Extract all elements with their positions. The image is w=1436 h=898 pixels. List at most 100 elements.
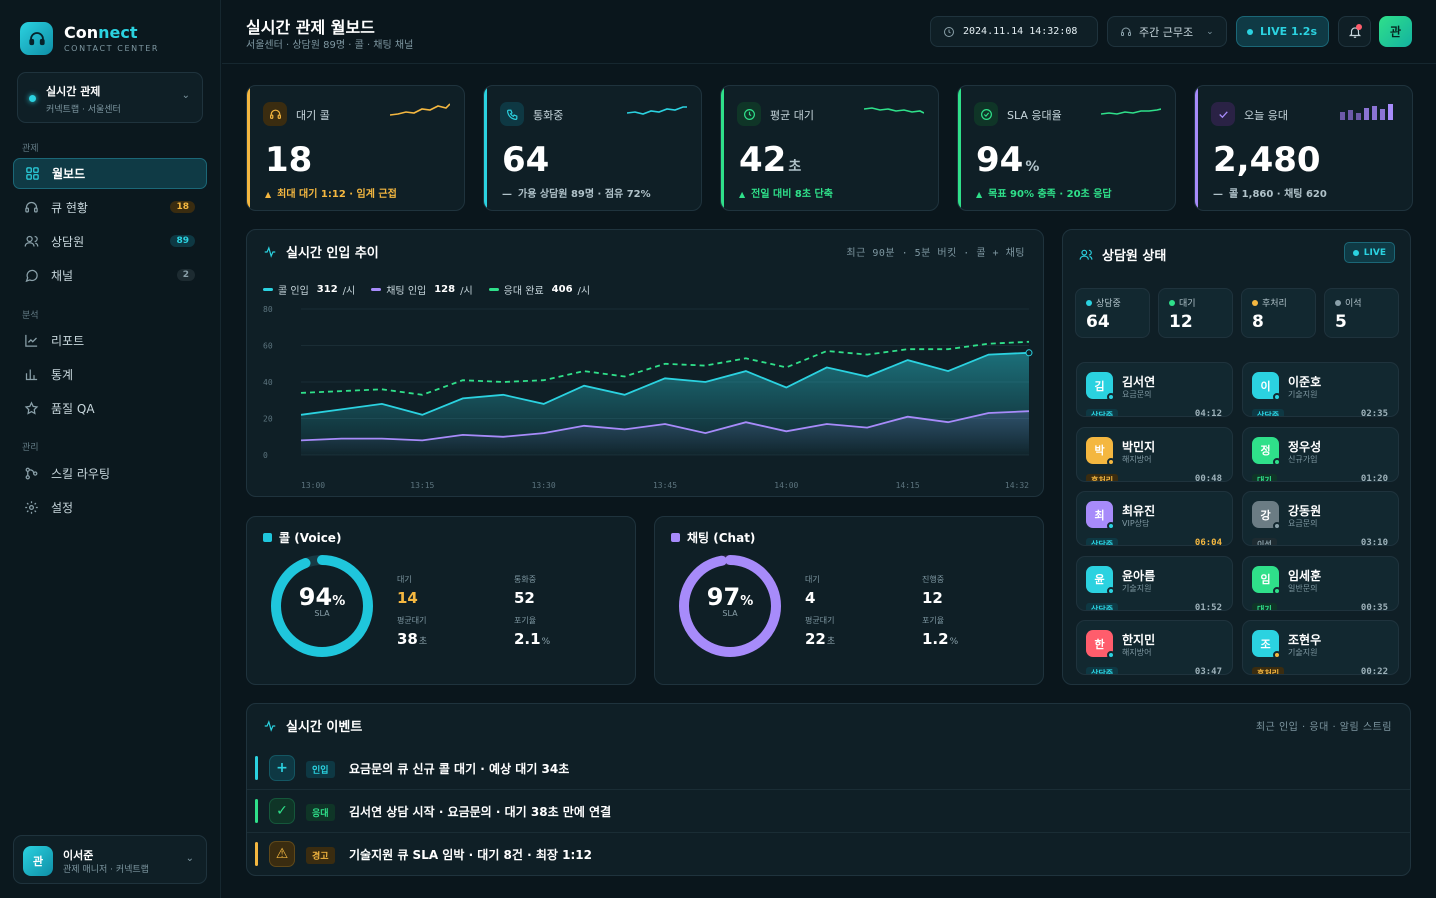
agent-count-card[interactable]: 이석 5 [1324,288,1399,338]
agent-card[interactable]: 강 강동원 요금문의 이석 03:10 [1242,491,1399,546]
warning-icon: ⚠ [269,841,295,867]
agent-card[interactable]: 한 한지민 해지방어 상담중 03:47 [1076,620,1233,675]
x-tick-label: 13:00 [301,481,325,490]
agent-name: 김서연 [1122,375,1156,389]
user-menu[interactable]: 관 이서준 관제 매니저 · 커넥트랩 ⌄ [13,835,207,884]
series-line-0 [300,351,1030,416]
count-value: 5 [1335,312,1347,332]
kpi-value: 2,480 [1213,140,1321,180]
agent-card[interactable]: 조 조현우 기술지원 후처리 00:22 [1242,620,1399,675]
nav-item-label: 채널 [51,269,74,283]
nav-item-reports[interactable]: 리포트 [13,325,207,356]
voice-sla-ring [271,555,373,657]
series-line-1 [300,410,1030,442]
legend-item[interactable]: 응대 완료 406/시 [488,282,590,297]
event-message: 김서연 상담 시작 · 요금문의 · 대기 38초 만에 연결 [349,805,612,819]
agent-count-card[interactable]: 상담중 64 [1075,288,1150,338]
agent-card[interactable]: 이 이준호 기술지원 상담중 02:35 [1242,362,1399,417]
agent-card[interactable]: 박 박민지 해지방어 후처리 00:48 [1076,426,1233,482]
gear-icon [25,501,38,514]
kpi-sla-rate[interactable]: SLA 응대율 94% ▲ 목표 90% 충족 · 20초 응답 [957,85,1176,211]
status-badge: 대기 [1252,602,1277,610]
status-badge: 이석 [1252,538,1277,545]
voice-stat-abandon: 포기율 2.1% [514,616,551,648]
notifications-button[interactable] [1338,16,1371,47]
kpi-in-call[interactable]: 통화중 64 — 가용 상담원 89명 · 점유 72% [483,85,702,211]
status-badge: 상담중 [1086,667,1119,674]
kpi-value: 42 초 [739,140,802,180]
divider [247,832,1410,833]
status-badge: 상담중 [1086,602,1119,610]
agent-team: 해지방어 [1122,454,1152,464]
agent-card[interactable]: 정 정우성 신규가입 대기 01:20 [1242,426,1399,482]
x-tick-label: 13:30 [532,481,556,490]
count-label: 이석 [1335,296,1398,309]
sparkline [1101,108,1161,115]
nav-item-qa[interactable]: 품질 QA [13,393,207,424]
line-chart-icon [25,334,38,347]
kpi-accent [1195,86,1198,210]
queue-icon [25,201,38,213]
sla-arc [271,555,373,657]
workspace-subtitle: 커넥트랩 · 서울센터 [46,105,121,115]
live-refresh-toggle[interactable]: LIVE 1.2s [1236,16,1329,47]
agent-card[interactable]: 최 최유진 VIP상담 상담중 06:04 [1076,491,1233,546]
sparkline [390,103,450,116]
users-icon [24,235,39,247]
sparkline [627,106,687,115]
event-message: 기술지원 큐 SLA 임박 · 대기 8건 · 최장 1:12 [349,848,592,862]
legend-item[interactable]: 콜 인입 312/시 [263,282,355,297]
y-tick-label: 40 [263,378,273,387]
agent-count-card[interactable]: 대기 12 [1158,288,1233,338]
mini-bars [1340,104,1393,120]
nav-item-label: 상담원 [51,235,85,249]
kpi-today-handled[interactable]: 오늘 응대 2,480 — 콜 1,860 · 채팅 620 [1194,85,1413,211]
profile-button[interactable]: 관 [1379,16,1412,47]
nav-item-statistics[interactable]: 통계 [13,359,207,390]
presence-dot-icon [1273,586,1281,595]
status-timer: 04:12 [1194,409,1222,417]
datetime-display: 2024.11.14 14:32:08 [930,16,1098,47]
legend-item[interactable]: 채팅 인입 128/시 [371,282,473,297]
event-row[interactable]: ✓ 응대 김서연 상담 시작 · 요금문의 · 대기 38초 만에 연결 SLA… [255,791,1410,831]
nav-item-settings[interactable]: 설정 [13,492,207,523]
event-accent [255,756,258,780]
event-row[interactable]: ⚠ 경고 기술지원 큐 SLA 임박 · 대기 8건 · 최장 1:12 라우팅… [255,834,1410,874]
agent-count-card[interactable]: 후처리 8 [1241,288,1316,338]
agent-card[interactable]: 김 김서연 요금문의 상담중 04:12 [1076,362,1233,417]
avatar: 정 [1252,436,1279,464]
current-datetime: 2024.11.14 14:32:08 [963,26,1078,37]
sparkline [864,107,924,114]
panel-note: 최근 90분 · 5분 버킷 · 콜 + 채팅 [846,248,1025,259]
agent-card[interactable]: 임 임세훈 일반문의 대기 00:35 [1242,555,1399,611]
nav-section-label: 분석 [22,311,39,321]
clock-icon [944,26,954,37]
nav-item-wallboard[interactable]: 월보드 [13,158,207,189]
brand[interactable]: Connect CONTACT CENTER [20,22,159,55]
nav-item-queue[interactable]: 큐 현황 18 [13,192,207,223]
agent-card[interactable]: 윤 윤아름 기술지원 상담중 01:52 [1076,555,1233,611]
event-row[interactable]: + 인입 요금문의 큐 신규 콜 대기 · 예상 대기 34초 063-****… [255,748,1410,788]
kpi-value: 18 [265,140,313,180]
kpi-avg-wait[interactable]: 평균 대기 42 초 ▲ 전일 대비 8초 단축 [720,85,939,211]
status-badge: 대기 [1252,473,1277,481]
kpi-label: 평균 대기 [770,109,814,122]
check-icon: ✓ [269,798,295,824]
user-role: 관제 매니저 · 커넥트랩 [63,865,149,875]
star-icon [24,401,39,415]
nav-item-agents[interactable]: 상담원 89 [13,226,207,257]
shift-select[interactable]: 주간 근무조 ⌄ [1107,16,1227,47]
live-dot-icon [1352,249,1359,256]
agent-name: 한지민 [1122,633,1156,647]
nav-item-skill-routing[interactable]: 스킬 라우팅 [13,458,207,489]
agent-team: 해지방어 [1122,648,1152,657]
status-dot-icon [1252,299,1258,306]
status-timer: 01:52 [1194,602,1222,611]
workspace-switcher[interactable]: 실시간 관제 커넥트랩 · 서울센터 ⌄ [17,72,203,123]
kpi-waiting-calls[interactable]: 대기 콜 18 ▲ 최대 대기 1:12 · 임계 근접 [246,85,465,211]
brand-name: Connect [64,23,138,42]
nav-item-channels[interactable]: 채널 2 [13,260,207,291]
top-header: 실시간 관제 월보드 서울센터 · 상담원 89명 · 콜 · 채팅 채널 20… [222,0,1436,64]
bar-chart-icon [25,369,38,381]
avatar: 관 [23,846,53,876]
